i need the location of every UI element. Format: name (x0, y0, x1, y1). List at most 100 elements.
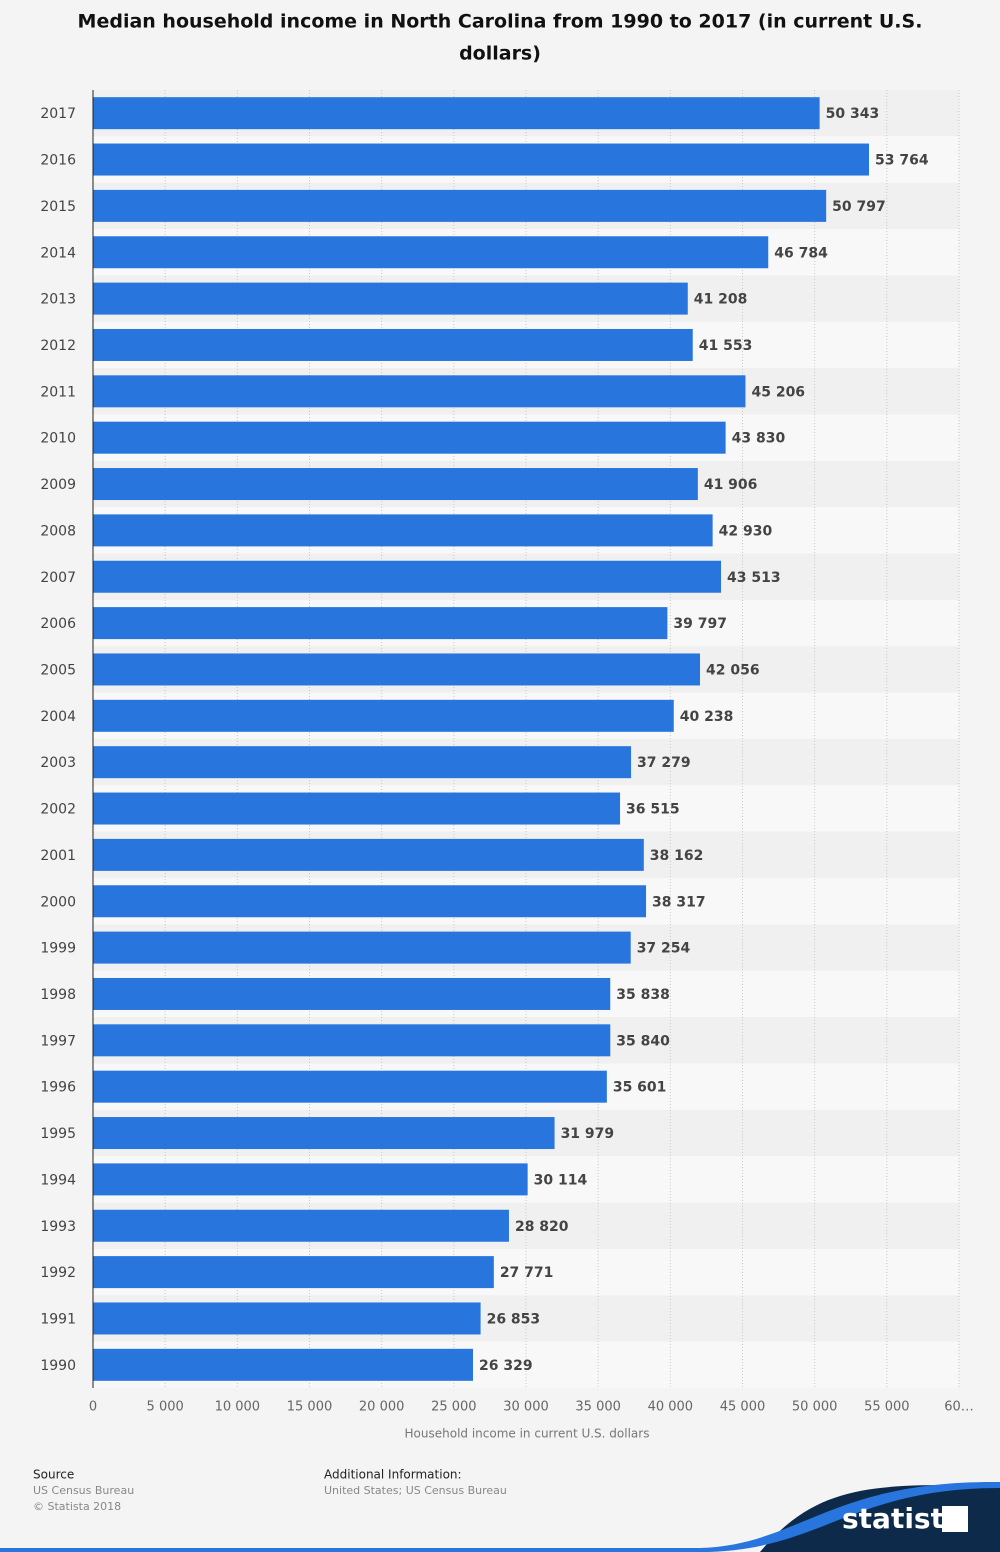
x-tick-label: 50 000 (792, 1400, 838, 1415)
chart-title: Median household income in North Carolin… (78, 11, 923, 65)
value-label: 43 830 (732, 431, 786, 447)
bar (93, 1070, 607, 1103)
y-tick-label: 1993 (40, 1219, 76, 1235)
y-tick-label: 1998 (40, 987, 76, 1003)
bar (93, 977, 611, 1010)
y-tick-label: 1999 (40, 941, 76, 957)
value-label: 39 797 (673, 616, 727, 632)
bar (93, 375, 746, 408)
x-tick-label: 60… (944, 1400, 974, 1415)
x-axis-label: Household income in current U.S. dollars (405, 1427, 650, 1441)
source-title: Source (33, 1468, 74, 1482)
y-tick-label: 1995 (40, 1126, 76, 1142)
value-label: 45 206 (751, 384, 805, 400)
y-tick-label: 2017 (40, 106, 76, 122)
bar (93, 931, 631, 964)
info-line: United States; US Census Bureau (324, 1484, 507, 1497)
value-label: 42 056 (706, 662, 760, 678)
source-line: US Census Bureau (33, 1484, 134, 1497)
brand-wave (760, 1484, 1000, 1552)
y-tick-label: 2001 (40, 848, 76, 864)
y-tick-label: 1990 (40, 1358, 76, 1374)
x-tick-label: 30 000 (503, 1400, 549, 1415)
bar (93, 838, 644, 871)
value-label: 53 764 (875, 153, 929, 169)
bar (93, 1163, 528, 1196)
bar (93, 1256, 494, 1289)
y-tick-label: 1994 (40, 1172, 76, 1188)
value-label: 37 279 (637, 755, 691, 771)
value-label: 42 930 (719, 523, 773, 539)
y-tick-label: 2007 (40, 570, 76, 586)
y-tick-label: 2010 (40, 431, 76, 447)
y-tick-label: 2011 (40, 384, 76, 400)
value-label: 35 601 (613, 1080, 667, 1096)
value-label: 50 343 (826, 106, 880, 122)
y-tick-label: 2004 (40, 709, 76, 725)
bar (93, 699, 674, 732)
y-tick-label: 2008 (40, 523, 76, 539)
bar (93, 328, 693, 361)
x-tick-label: 25 000 (431, 1400, 477, 1415)
x-tick-label: 45 000 (720, 1400, 766, 1415)
value-label: 26 853 (487, 1311, 541, 1327)
title-line: Median household income in North Carolin… (78, 11, 923, 33)
value-label: 43 513 (727, 570, 781, 586)
bar (93, 468, 698, 501)
x-tick-label: 0 (89, 1400, 97, 1415)
y-tick-label: 2005 (40, 662, 76, 678)
y-tick-label: 2015 (40, 199, 76, 215)
value-label: 41 208 (694, 292, 748, 308)
y-tick-label: 2014 (40, 245, 76, 261)
bar (93, 1348, 474, 1381)
y-tick-label: 2012 (40, 338, 76, 354)
value-label: 35 840 (616, 1033, 670, 1049)
value-label: 37 254 (637, 941, 691, 957)
bar (93, 236, 769, 269)
bar (93, 514, 713, 547)
bar (93, 885, 647, 918)
bar (93, 1209, 509, 1242)
y-tick-label: 1997 (40, 1033, 76, 1049)
value-label: 30 114 (534, 1172, 588, 1188)
bar (93, 1302, 481, 1335)
x-tick-label: 15 000 (287, 1400, 333, 1415)
info-title: Additional Information: (324, 1468, 462, 1482)
value-label: 46 784 (774, 245, 828, 261)
title-line: dollars) (459, 43, 541, 65)
y-tick-label: 1991 (40, 1311, 76, 1327)
value-label: 50 797 (832, 199, 886, 215)
x-tick-label: 5 000 (147, 1400, 184, 1415)
value-label: 28 820 (515, 1219, 569, 1235)
bar (93, 421, 726, 454)
bar (93, 1024, 611, 1057)
bar (93, 560, 722, 593)
value-label: 38 317 (652, 894, 706, 910)
y-tick-label: 2009 (40, 477, 76, 493)
value-label: 35 838 (616, 987, 670, 1003)
source-line: © Statista 2018 (33, 1500, 121, 1513)
x-tick-label: 55 000 (864, 1400, 910, 1415)
bar (93, 607, 668, 640)
y-tick-label: 2013 (40, 292, 76, 308)
value-label: 36 515 (626, 802, 680, 818)
y-tick-label: 2000 (40, 894, 76, 910)
bar (93, 189, 827, 222)
value-label: 31 979 (561, 1126, 615, 1142)
value-label: 38 162 (650, 848, 704, 864)
bar (93, 746, 632, 779)
y-tick-label: 2002 (40, 802, 76, 818)
bar (93, 653, 701, 686)
x-tick-label: 20 000 (359, 1400, 405, 1415)
x-tick-label: 40 000 (648, 1400, 694, 1415)
value-label: 41 906 (704, 477, 758, 493)
y-tick-label: 2006 (40, 616, 76, 632)
bar (93, 282, 688, 315)
x-tick-label: 10 000 (215, 1400, 261, 1415)
bar (93, 792, 621, 825)
y-tick-label: 1992 (40, 1265, 76, 1281)
value-label: 40 238 (680, 709, 734, 725)
bar (93, 97, 820, 130)
brand-icon (942, 1506, 968, 1532)
